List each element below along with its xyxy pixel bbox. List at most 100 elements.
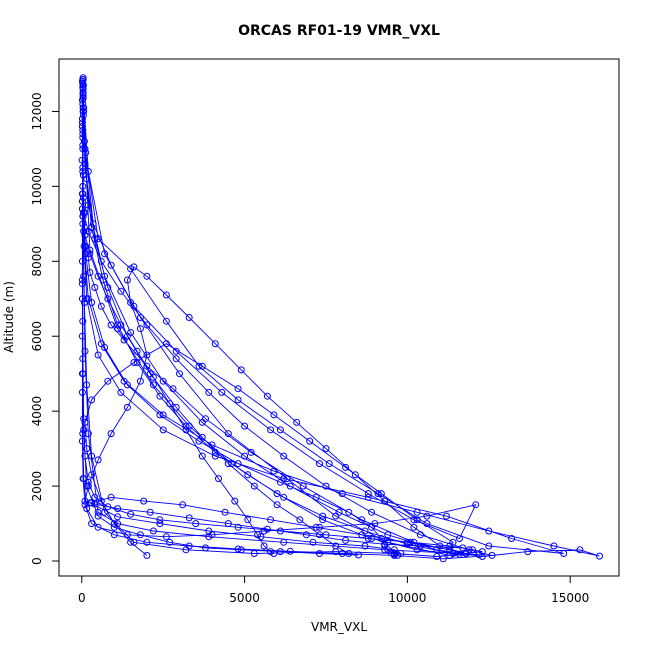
data-point — [104, 377, 112, 385]
data-point — [456, 550, 463, 558]
data-point — [250, 482, 258, 490]
data-point — [276, 527, 284, 535]
data-point — [91, 500, 99, 508]
data-point — [156, 516, 164, 524]
data-point — [371, 520, 379, 528]
data-point — [267, 548, 275, 556]
data-point — [143, 362, 151, 370]
data-point — [79, 141, 87, 149]
data-point — [299, 482, 307, 490]
data-point — [351, 471, 359, 479]
data-point — [407, 538, 415, 546]
data-point — [159, 426, 167, 434]
data-point — [263, 392, 271, 400]
y-tick-label: 10000 — [30, 167, 44, 205]
data-point — [88, 396, 96, 404]
data-point — [234, 385, 242, 393]
data-point — [176, 370, 183, 378]
y-tick-label: 0 — [30, 557, 44, 565]
data-point — [286, 547, 294, 555]
data-point — [322, 445, 330, 453]
data-point — [80, 137, 88, 145]
data-point — [84, 482, 92, 490]
data-point — [449, 538, 457, 546]
data-point — [120, 377, 128, 385]
data-point — [83, 381, 91, 389]
data-point — [377, 490, 385, 498]
data-point — [185, 314, 193, 321]
x-tick-label: 10000 — [388, 591, 426, 605]
data-point — [80, 242, 88, 250]
data-point — [136, 531, 144, 539]
data-point — [79, 220, 87, 228]
data-point — [488, 551, 496, 559]
data-point — [263, 525, 271, 533]
data-point — [478, 553, 486, 560]
data-point — [83, 505, 91, 513]
data-point — [306, 437, 314, 445]
data-point — [88, 452, 96, 460]
data-point — [123, 531, 131, 539]
data-point — [361, 542, 369, 550]
data-point — [364, 535, 372, 542]
data-point — [162, 533, 170, 541]
data-point — [270, 411, 278, 419]
data-point — [79, 107, 87, 115]
data-point — [368, 535, 376, 542]
data-point — [80, 299, 88, 306]
data-point — [260, 527, 268, 535]
data-point — [107, 493, 115, 501]
marker-layer — [78, 74, 603, 563]
data-point — [208, 531, 216, 539]
y-tick-label: 6000 — [30, 321, 44, 352]
data-point — [234, 545, 242, 553]
data-point — [79, 355, 87, 363]
data-point — [319, 516, 327, 524]
data-point — [472, 501, 480, 509]
data-point — [436, 542, 444, 550]
data-point — [79, 212, 87, 220]
data-point — [79, 194, 87, 202]
data-point — [342, 536, 349, 544]
data-point — [241, 452, 249, 460]
data-point — [94, 272, 102, 280]
data-point — [156, 411, 164, 419]
data-point — [78, 295, 86, 303]
data-point — [101, 250, 109, 258]
data-point — [244, 516, 252, 524]
data-point — [211, 452, 219, 460]
data-point — [159, 411, 167, 419]
x-tick-label: 0 — [78, 591, 86, 605]
data-point — [182, 426, 190, 434]
y-tick-label: 4000 — [30, 396, 44, 427]
data-point — [205, 388, 213, 396]
data-point — [302, 531, 310, 539]
data-point — [78, 122, 86, 130]
y-tick-label: 12000 — [30, 92, 44, 130]
data-point — [83, 175, 91, 183]
data-point — [364, 493, 372, 501]
data-point — [117, 321, 125, 329]
data-point — [127, 538, 135, 546]
data-point — [286, 482, 294, 490]
data-point — [88, 520, 96, 528]
data-point — [198, 418, 206, 426]
data-point — [114, 321, 122, 329]
data-point — [79, 190, 87, 198]
data-point — [312, 523, 320, 531]
data-point — [94, 351, 102, 359]
data-point — [338, 490, 346, 498]
data-point — [107, 261, 115, 269]
data-point — [162, 340, 170, 348]
data-point — [94, 456, 102, 464]
data-point — [394, 551, 402, 559]
chart-title: ORCAS RF01-19 VMR_VXL — [238, 23, 440, 39]
data-point — [117, 287, 125, 295]
data-point — [377, 535, 385, 542]
data-point — [345, 508, 353, 516]
data-point — [335, 508, 343, 516]
data-point — [234, 523, 242, 531]
data-point — [172, 355, 180, 363]
x-axis: 0 5000 10000 15000 — [78, 575, 589, 605]
data-point — [368, 508, 376, 516]
